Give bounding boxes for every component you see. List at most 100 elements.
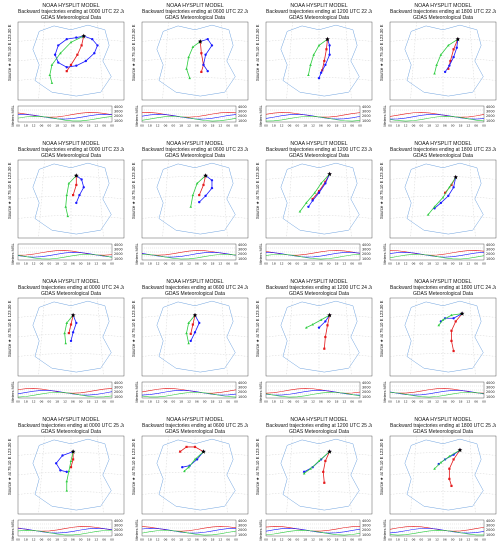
time-tick-label: 18	[303, 400, 307, 404]
height-tick-label: 1000	[362, 533, 371, 537]
height-line-3	[17, 529, 113, 536]
height-line-1	[141, 112, 237, 118]
trajectory-point-1	[450, 183, 453, 187]
region-border	[32, 438, 112, 511]
source-star-icon	[197, 39, 203, 44]
time-tick-label: 00	[451, 262, 455, 266]
map-longitude-line	[286, 297, 293, 377]
time-tick-label: 18	[55, 124, 59, 128]
time-tick-label: 00	[327, 124, 331, 128]
time-tick-label: 00	[79, 400, 83, 404]
trajectory-point-1	[325, 48, 328, 51]
time-tick-label: 12	[156, 262, 160, 266]
trajectory-point-3	[50, 63, 54, 66]
time-tick-label: 00	[16, 124, 20, 128]
trajectory-point-1	[448, 477, 451, 480]
time-tick-label: 00	[419, 400, 423, 404]
time-tick-label: 00	[482, 400, 486, 404]
region-border	[404, 162, 484, 235]
trajectory-point-3	[69, 459, 73, 462]
trajectory-line-3	[434, 449, 461, 470]
trajectory-point-1	[317, 190, 321, 193]
time-tick-label: 18	[87, 538, 91, 542]
height-tick-label: 4000	[114, 105, 123, 109]
trajectory-point-1	[72, 458, 75, 461]
height-tick-label: 2000	[486, 390, 495, 394]
trajectory-point-2	[84, 59, 88, 63]
time-tick-label: 06	[412, 538, 416, 542]
height-line-3	[265, 529, 361, 536]
time-tick-label: 12	[32, 124, 36, 128]
height-line-2	[389, 390, 485, 396]
trajectory-panel: 4000 3000 2000 1000 00 18 12 06 00 18 12 06 00 18 12 06…	[4, 2, 126, 139]
time-tick-label: 12	[218, 400, 222, 404]
trajectory-line-1	[321, 39, 328, 71]
source-star-icon	[81, 33, 87, 39]
panel-subtitle: Backward trajectories ending at 0000 UTC…	[18, 285, 124, 291]
height-tick-label: 4000	[486, 381, 495, 385]
height-tick-label: 1000	[114, 533, 123, 537]
trajectory-point-1	[72, 194, 75, 197]
panel-meteo-label: GDAS Meteorological Data	[288, 15, 350, 21]
trajectory-point-1	[193, 445, 197, 449]
trajectory-point-2	[75, 36, 78, 39]
source-star-icon	[201, 449, 206, 454]
time-tick-label: 12	[218, 124, 222, 128]
panel-subtitle: Backward trajectories ending at 0000 UTC…	[18, 9, 124, 15]
time-tick-label: 06	[102, 538, 106, 542]
trajectory-point-3	[319, 182, 323, 185]
trajectory-point-3	[187, 341, 190, 345]
time-tick-label: 18	[211, 262, 215, 266]
height-tick-label: 3000	[238, 523, 247, 527]
trajectory-point-3	[65, 193, 69, 197]
time-tick-label: 00	[203, 400, 207, 404]
map-longitude-line	[97, 435, 104, 515]
trajectory-point-3	[63, 331, 66, 335]
time-tick-label: 18	[87, 400, 91, 404]
map-longitude-line	[221, 435, 228, 515]
trajectory-point-3	[433, 205, 436, 208]
time-tick-label: 00	[203, 124, 207, 128]
region-border	[156, 438, 236, 511]
trajectory-point-2	[198, 200, 201, 204]
time-tick-label: 18	[55, 262, 59, 266]
trajectory-panel: 4000 3000 2000 1000 00 18 12 06 00 18 12 06 00 18 12 06…	[376, 416, 498, 553]
height-line-3	[389, 391, 485, 398]
map-longitude-line	[97, 159, 104, 239]
panel-meteo-label: GDAS Meteorological Data	[288, 429, 350, 435]
source-star-icon	[70, 449, 76, 454]
panel-title: NOAA HYSPLIT MODEL	[290, 279, 348, 285]
time-tick-label: 00	[451, 400, 455, 404]
time-tick-label: 18	[87, 124, 91, 128]
trajectory-point-3	[312, 53, 315, 56]
trajectory-point-2	[204, 194, 207, 198]
height-tick-label: 4000	[362, 105, 371, 109]
time-tick-label: 12	[466, 538, 470, 542]
height-tick-label: 2000	[238, 114, 247, 118]
time-tick-label: 12	[156, 124, 160, 128]
region-border	[280, 162, 360, 235]
time-tick-label: 06	[102, 124, 106, 128]
height-tick-label: 3000	[114, 109, 123, 113]
time-tick-label: 00	[388, 262, 392, 266]
time-tick-label: 18	[335, 262, 339, 266]
trajectory-line-1	[323, 315, 330, 349]
trajectory-panel: 4000 3000 2000 1000 00 18 12 06 00 18 12 06 00 18 12 06…	[376, 140, 498, 277]
time-tick-label: 00	[451, 538, 455, 542]
trajectory-point-3	[441, 318, 445, 321]
height-line-3	[389, 529, 485, 536]
time-tick-label: 12	[218, 262, 222, 266]
trajectory-panel: 4000 3000 2000 1000 00 18 12 06 00 18 12 06 00 18 12 06…	[128, 2, 250, 139]
time-tick-label: 00	[171, 400, 175, 404]
height-tick-label: 4000	[114, 381, 123, 385]
height-tick-label: 1000	[486, 119, 495, 123]
panel-subtitle: Backward trajectories ending at 1200 UTC…	[266, 423, 372, 429]
height-tick-label: 3000	[486, 247, 495, 251]
height-line-3	[389, 254, 485, 260]
map-longitude-line	[221, 159, 228, 239]
trajectory-point-2	[206, 37, 209, 41]
time-tick-label: 18	[303, 538, 307, 542]
